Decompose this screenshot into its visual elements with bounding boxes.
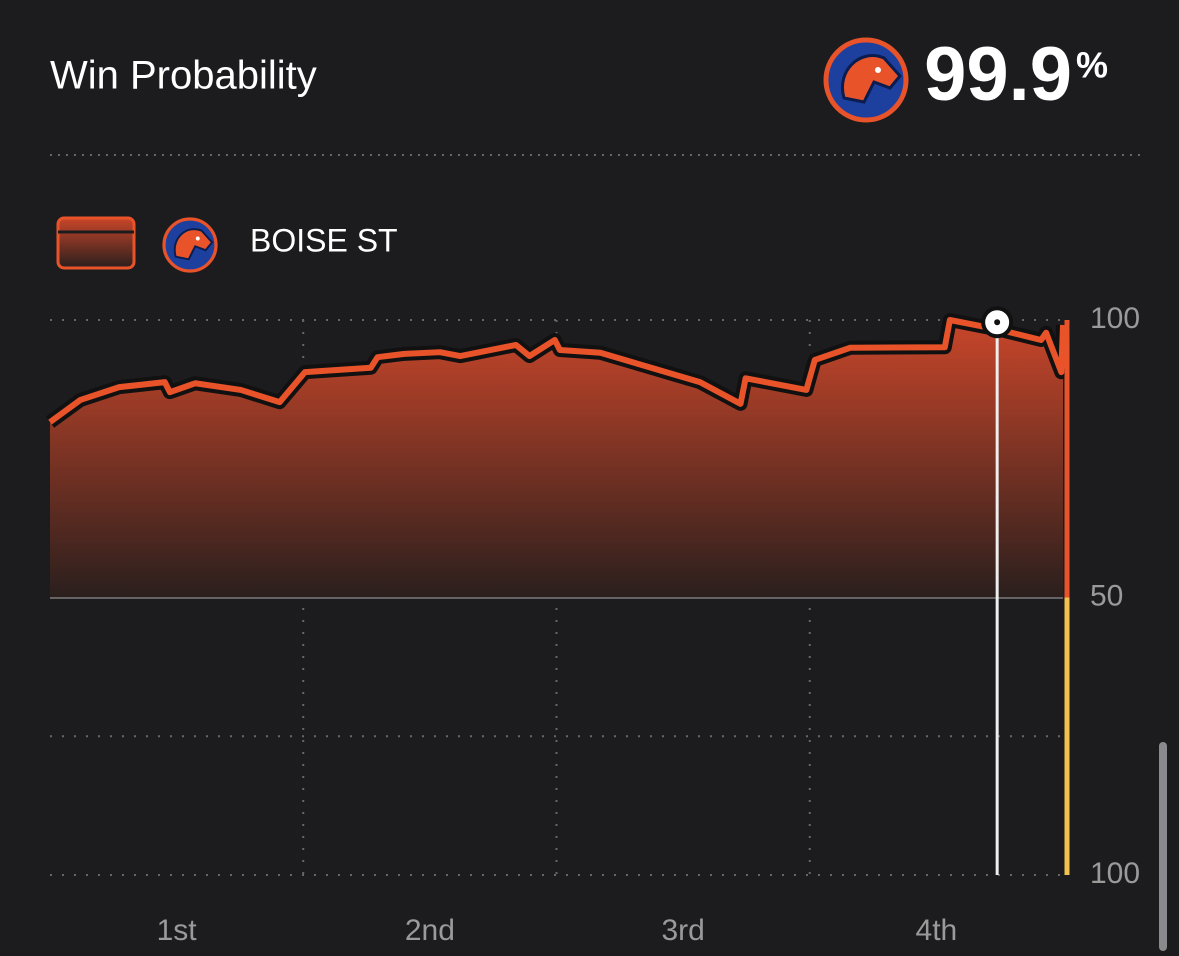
scrollbar <box>1159 742 1167 951</box>
title: Win Probability <box>50 54 317 98</box>
y-tick-label: 100 <box>1090 302 1140 335</box>
x-tick-label: 4th <box>916 914 958 947</box>
x-tick-label: 1st <box>157 914 198 947</box>
x-tick-label: 3rd <box>661 914 704 947</box>
line <box>48 317 1066 425</box>
marker-dot <box>994 319 1001 326</box>
legend-logo <box>162 217 218 273</box>
y-tick-label: 50 <box>1090 579 1123 612</box>
headline-value: 99.9 <box>924 32 1072 117</box>
legend-swatch <box>56 216 136 270</box>
headline-unit: % <box>1076 45 1108 86</box>
y-tick-label: 100 <box>1090 857 1140 890</box>
x-tick-label: 2nd <box>405 914 455 947</box>
team-logo <box>826 40 906 120</box>
legend-label: BOISE ST <box>250 222 398 258</box>
